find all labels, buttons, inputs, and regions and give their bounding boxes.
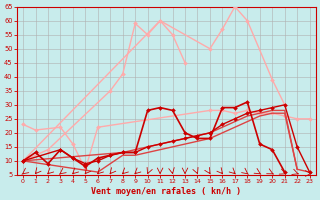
X-axis label: Vent moyen/en rafales ( kn/h ): Vent moyen/en rafales ( kn/h ): [91, 187, 241, 196]
